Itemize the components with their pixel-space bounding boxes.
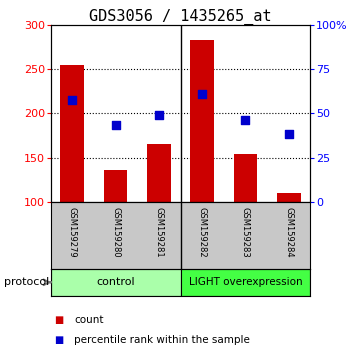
Text: GSM159284: GSM159284 [284,207,293,258]
Point [286,131,292,136]
Text: count: count [74,315,104,325]
Point [69,97,75,103]
Bar [277,193,301,202]
Bar [180,269,310,296]
Title: GDS3056 / 1435265_at: GDS3056 / 1435265_at [89,8,272,25]
Bar [60,65,84,202]
Text: GSM159280: GSM159280 [111,207,120,258]
Text: protocol: protocol [4,277,49,287]
Point [156,112,162,118]
Text: GSM159279: GSM159279 [68,207,77,258]
Point [243,118,248,123]
Point [199,91,205,97]
Text: percentile rank within the sample: percentile rank within the sample [74,335,250,345]
Text: ■: ■ [54,335,64,345]
Bar [104,170,127,202]
Bar [147,144,171,202]
Text: control: control [96,277,135,287]
Text: LIGHT overexpression: LIGHT overexpression [189,277,302,287]
Bar [190,40,214,202]
Bar [234,154,257,202]
Text: GSM159283: GSM159283 [241,207,250,258]
Text: GSM159281: GSM159281 [155,207,163,258]
Point [113,122,118,128]
Bar [51,269,180,296]
Text: ■: ■ [54,315,64,325]
Text: GSM159282: GSM159282 [198,207,206,258]
